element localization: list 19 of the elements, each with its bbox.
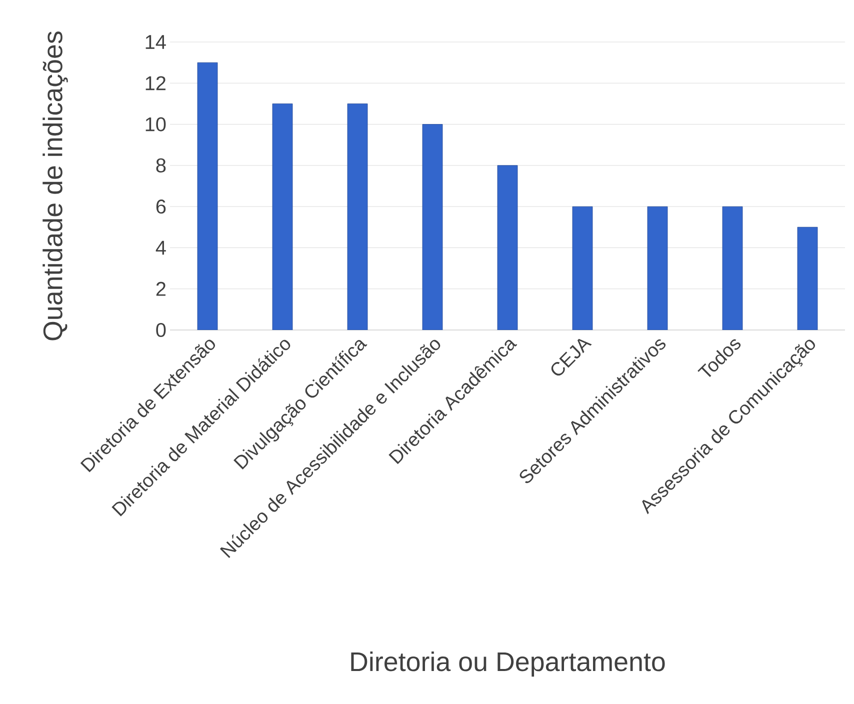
bar xyxy=(722,206,743,330)
y-tick-label: 4 xyxy=(156,240,166,255)
y-tick-label: 2 xyxy=(156,282,166,296)
bar xyxy=(797,226,818,330)
bar xyxy=(197,62,218,330)
bar xyxy=(272,104,293,330)
bar xyxy=(572,206,593,330)
y-tick-label: 8 xyxy=(156,158,166,172)
bar xyxy=(497,165,518,330)
y-tick-label: 14 xyxy=(146,35,166,49)
y-tick-label: 6 xyxy=(156,200,166,214)
y-tick-label: 12 xyxy=(146,76,166,90)
y-tick-label: 0 xyxy=(156,322,166,338)
bar xyxy=(647,206,668,330)
x-axis-title: Diretoria ou Departamento xyxy=(351,652,665,677)
bar xyxy=(347,104,368,330)
y-tick-label: 10 xyxy=(146,117,166,132)
y-axis-title: Quantidade de indicações xyxy=(42,32,68,340)
bar xyxy=(422,124,443,330)
